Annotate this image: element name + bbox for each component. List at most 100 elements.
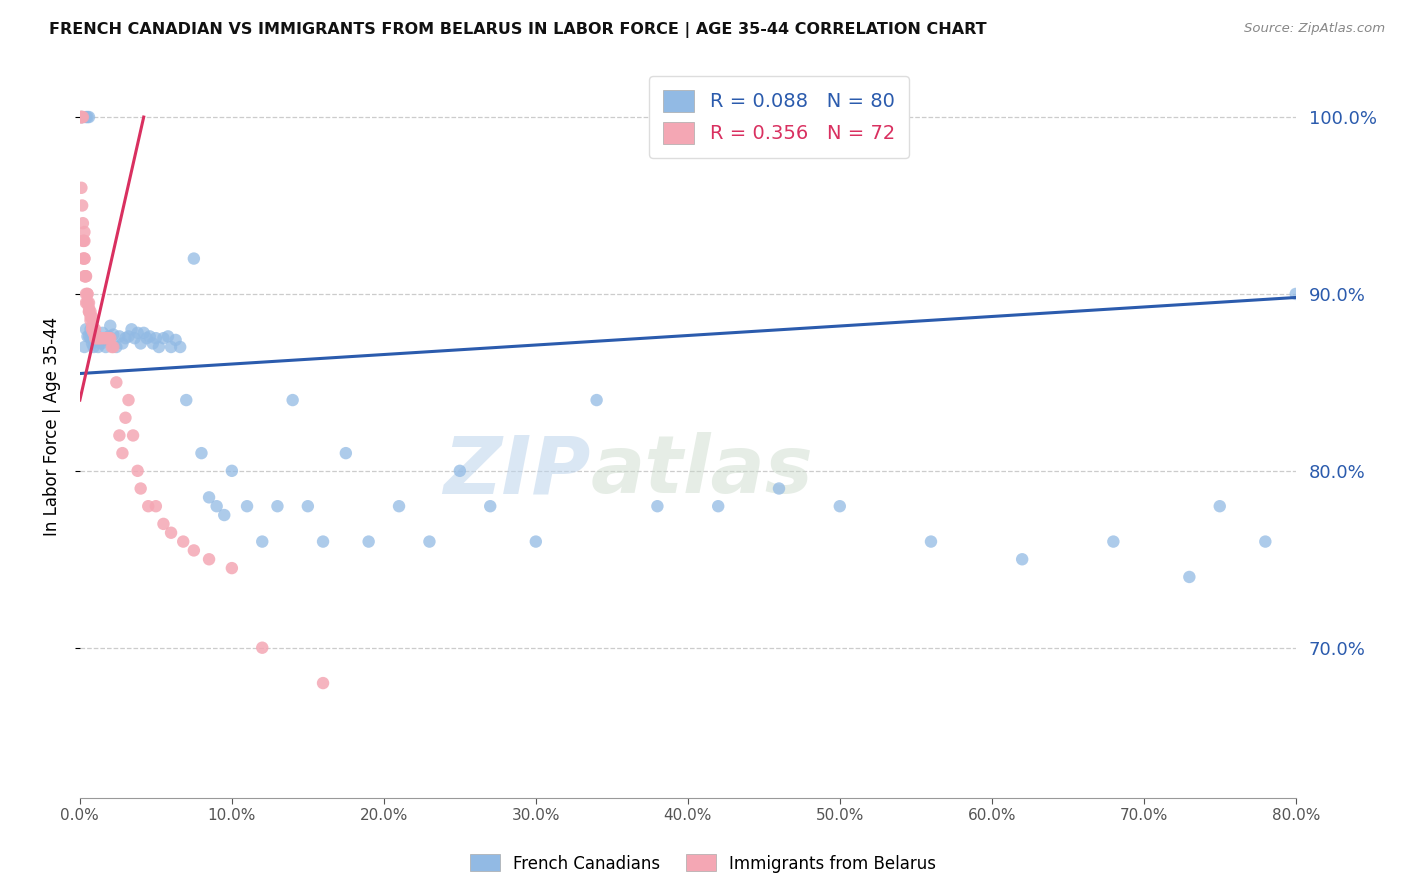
Point: [75, 269, 97, 284]
Point: [105, 376, 128, 390]
Text: ZIP: ZIP: [443, 433, 591, 510]
Point: [449, 464, 471, 478]
Point: [91, 331, 114, 345]
Point: [101, 340, 124, 354]
Point: [111, 446, 134, 460]
Point: [76, 287, 98, 301]
Point: [80, 322, 103, 336]
Point: [111, 336, 134, 351]
Legend: French Canadians, Immigrants from Belarus: French Canadians, Immigrants from Belaru…: [464, 847, 942, 880]
Point: [129, 336, 152, 351]
Point: [70, 110, 93, 124]
Point: [75, 287, 97, 301]
Point: [97, 329, 120, 343]
Point: [79, 313, 101, 327]
Point: [89, 331, 111, 345]
Y-axis label: In Labor Force | Age 35-44: In Labor Force | Age 35-44: [44, 317, 60, 536]
Point: [768, 482, 790, 496]
Point: [83, 340, 105, 354]
Point: [73, 340, 96, 354]
Point: [165, 333, 187, 347]
Point: [135, 331, 157, 345]
Point: [70, 110, 93, 124]
Point: [524, 534, 547, 549]
Point: [103, 327, 125, 342]
Point: [73, 225, 96, 239]
Point: [418, 534, 440, 549]
Point: [72, 110, 94, 124]
Point: [84, 326, 107, 340]
Point: [148, 340, 170, 354]
Point: [73, 234, 96, 248]
Point: [205, 499, 228, 513]
Point: [94, 340, 117, 354]
Point: [75, 269, 97, 284]
Point: [1011, 552, 1033, 566]
Point: [84, 331, 107, 345]
Point: [98, 318, 121, 333]
Point: [142, 336, 165, 351]
Point: [212, 508, 235, 522]
Point: [357, 534, 380, 549]
Point: [70, 110, 93, 124]
Point: [84, 331, 107, 345]
Point: [72, 234, 94, 248]
Point: [707, 499, 730, 513]
Point: [79, 331, 101, 345]
Point: [585, 393, 607, 408]
Point: [86, 333, 108, 347]
Point: [79, 304, 101, 318]
Point: [105, 340, 128, 354]
Point: [94, 331, 117, 345]
Point: [1178, 570, 1201, 584]
Point: [312, 534, 335, 549]
Point: [198, 491, 221, 505]
Point: [87, 331, 110, 345]
Point: [70, 110, 93, 124]
Point: [73, 269, 96, 284]
Point: [198, 552, 221, 566]
Point: [122, 428, 145, 442]
Point: [83, 326, 105, 340]
Point: [183, 252, 205, 266]
Point: [72, 252, 94, 266]
Text: FRENCH CANADIAN VS IMMIGRANTS FROM BELARUS IN LABOR FORCE | AGE 35-44 CORRELATIO: FRENCH CANADIAN VS IMMIGRANTS FROM BELAR…: [49, 22, 987, 38]
Point: [70, 198, 93, 212]
Point: [76, 110, 98, 124]
Point: [86, 331, 108, 345]
Point: [70, 181, 93, 195]
Point: [139, 329, 162, 343]
Point: [77, 110, 100, 124]
Point: [172, 534, 194, 549]
Point: [221, 464, 243, 478]
Point: [117, 393, 139, 408]
Point: [79, 310, 101, 324]
Point: [96, 331, 118, 345]
Legend: R = 0.088   N = 80, R = 0.356   N = 72: R = 0.088 N = 80, R = 0.356 N = 72: [650, 76, 908, 158]
Point: [72, 216, 94, 230]
Point: [479, 499, 502, 513]
Point: [77, 301, 100, 315]
Point: [77, 295, 100, 310]
Point: [252, 640, 274, 655]
Point: [76, 295, 98, 310]
Point: [83, 322, 105, 336]
Point: [77, 329, 100, 343]
Point: [86, 331, 108, 345]
Text: Source: ZipAtlas.com: Source: ZipAtlas.com: [1244, 22, 1385, 36]
Point: [1209, 499, 1232, 513]
Point: [75, 322, 97, 336]
Point: [93, 331, 115, 345]
Point: [160, 525, 183, 540]
Point: [97, 331, 120, 345]
Point: [80, 310, 103, 324]
Point: [89, 331, 111, 345]
Point: [127, 326, 149, 340]
Point: [127, 464, 149, 478]
Text: atlas: atlas: [591, 433, 813, 510]
Point: [108, 428, 131, 442]
Point: [77, 304, 100, 318]
Point: [83, 329, 105, 343]
Point: [75, 110, 97, 124]
Point: [297, 499, 319, 513]
